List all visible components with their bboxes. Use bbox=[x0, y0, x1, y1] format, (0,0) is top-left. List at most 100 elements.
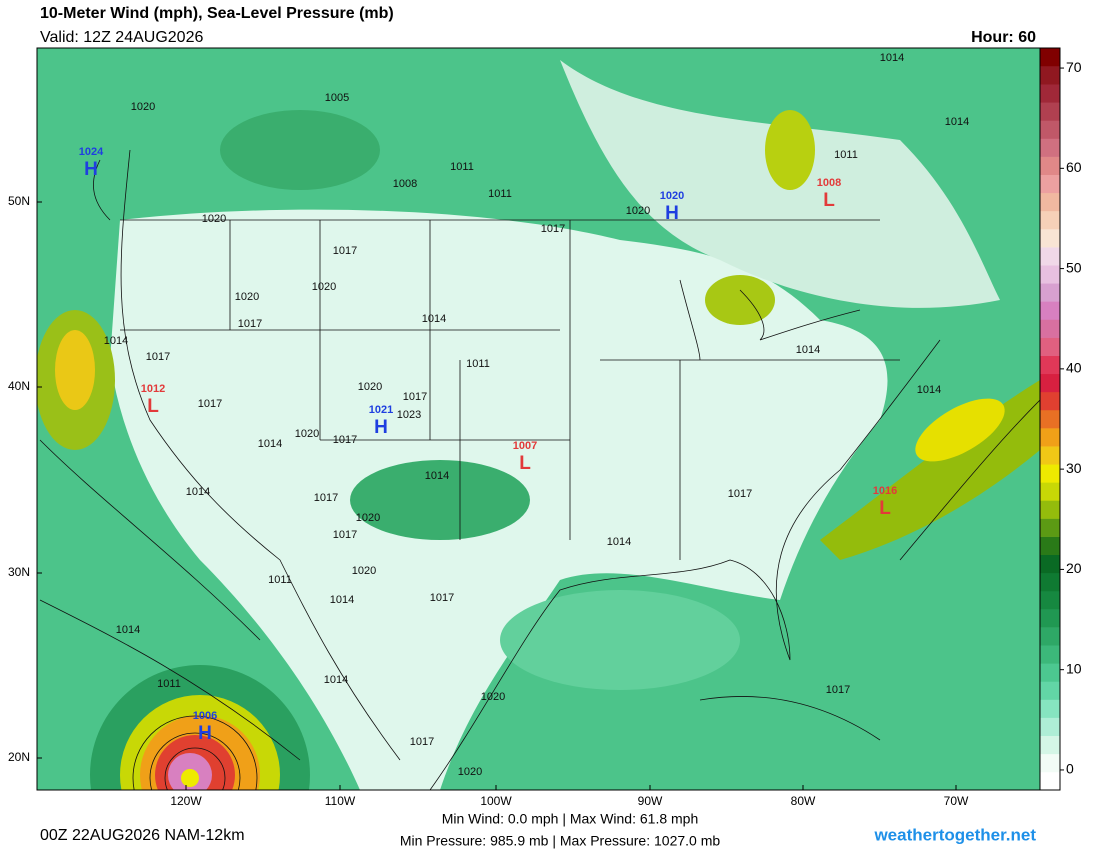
isobar-label: 1011 bbox=[268, 574, 292, 586]
colorbar-swatch bbox=[1040, 265, 1060, 284]
isobar-label: 1020 bbox=[235, 291, 259, 303]
colorbar-swatch bbox=[1040, 48, 1060, 67]
colorbar-swatch bbox=[1040, 428, 1060, 447]
isobar-label: 1011 bbox=[466, 358, 490, 370]
model-run: 00Z 22AUG2026 NAM-12km bbox=[40, 827, 245, 844]
isobar-label: 1017 bbox=[198, 398, 222, 410]
colorbar-swatch bbox=[1040, 373, 1060, 393]
colorbar-label: 30 bbox=[1066, 460, 1082, 476]
isobar-label: 1014 bbox=[796, 344, 820, 356]
isobar-label: 1020 bbox=[626, 205, 650, 217]
valid-time: Valid: 12Z 24AUG2026 bbox=[40, 29, 203, 46]
colorbar-swatch bbox=[1040, 609, 1060, 628]
longitude-label: 80W bbox=[791, 794, 816, 808]
isobar-label: 1020 bbox=[356, 512, 380, 524]
colorbar-swatch bbox=[1040, 66, 1060, 85]
colorbar-swatch bbox=[1040, 228, 1060, 248]
isobar-label: 1014 bbox=[104, 335, 128, 347]
latitude-label: 50N bbox=[8, 194, 30, 208]
longitude-label: 110W bbox=[325, 794, 356, 808]
latitude-label: 40N bbox=[8, 379, 30, 393]
colorbar-swatch bbox=[1040, 663, 1060, 682]
center-value: 1008 bbox=[817, 177, 841, 189]
center-letter: H bbox=[374, 417, 388, 438]
center-value: 1024 bbox=[79, 146, 104, 158]
isobar-label: 1017 bbox=[333, 434, 357, 446]
colorbar-swatch bbox=[1040, 681, 1060, 700]
colorbar-swatch bbox=[1040, 247, 1060, 266]
forecast-hour: Hour: 60 bbox=[971, 29, 1036, 46]
colorbar-swatch bbox=[1040, 301, 1060, 320]
isobar-label: 1005 bbox=[325, 92, 349, 104]
colorbar-swatch bbox=[1040, 627, 1060, 646]
colorbar-swatch bbox=[1040, 446, 1060, 465]
isobar-label: 1017 bbox=[728, 488, 752, 500]
longitude-label: 70W bbox=[944, 794, 969, 808]
center-letter: L bbox=[823, 190, 835, 211]
isobar-label: 1014 bbox=[880, 52, 904, 64]
pressure-range: Min Pressure: 985.9 mb | Max Pressure: 1… bbox=[400, 833, 721, 849]
colorbar-swatch bbox=[1040, 84, 1060, 103]
center-value: 1021 bbox=[369, 404, 393, 416]
colorbar-swatch bbox=[1040, 355, 1060, 375]
isobar-label: 1011 bbox=[488, 188, 512, 200]
colorbar-swatch bbox=[1040, 138, 1060, 157]
colorbar-swatch bbox=[1040, 699, 1060, 718]
site-link[interactable]: weathertogether.net bbox=[873, 825, 1036, 844]
colorbar-swatch bbox=[1040, 518, 1060, 537]
colorbar-swatch bbox=[1040, 337, 1060, 356]
colorbar-frame bbox=[1039, 47, 1061, 791]
colorbar-label: 0 bbox=[1066, 761, 1074, 777]
isobar-label: 1023 bbox=[397, 409, 421, 421]
isobar-label: 1008 bbox=[393, 178, 417, 190]
isobar-label: 1020 bbox=[312, 281, 336, 293]
colorbar-swatch bbox=[1040, 572, 1060, 592]
center-letter: H bbox=[84, 159, 98, 180]
isobar-label: 1020 bbox=[131, 101, 155, 113]
isobar-label: 1014 bbox=[258, 438, 282, 450]
colorbar-label: 10 bbox=[1066, 660, 1082, 676]
center-value: 1016 bbox=[873, 485, 897, 497]
center-value: 1020 bbox=[660, 190, 684, 202]
colorbar-swatch bbox=[1040, 554, 1060, 574]
isobar-label: 1014 bbox=[422, 313, 446, 325]
isobar-label: 1014 bbox=[186, 486, 210, 498]
isobar-label: 1011 bbox=[157, 678, 181, 690]
colorbar: 0 10 20 30 40 50 60 70 bbox=[1039, 47, 1082, 791]
colorbar-swatch bbox=[1040, 753, 1060, 773]
longitude-label: 100W bbox=[480, 794, 512, 808]
longitude-label: 90W bbox=[638, 794, 663, 808]
longitude-label: 120W bbox=[170, 794, 202, 808]
colorbar-swatch bbox=[1040, 102, 1060, 121]
latitude-label: 30N bbox=[8, 565, 30, 579]
isobar-label: 1017 bbox=[146, 351, 170, 363]
center-value: 1007 bbox=[513, 440, 537, 452]
colorbar-swatch bbox=[1040, 464, 1060, 483]
title: 10-Meter Wind (mph), Sea-Level Pressure … bbox=[40, 5, 394, 22]
colorbar-label: 70 bbox=[1066, 59, 1082, 75]
isobar-label: 1014 bbox=[425, 470, 449, 482]
isobar-label: 1017 bbox=[410, 736, 434, 748]
isobar-label: 1017 bbox=[403, 391, 427, 403]
isobar-label: 1020 bbox=[352, 565, 376, 577]
colorbar-swatch bbox=[1040, 192, 1060, 212]
colorbar-swatch bbox=[1040, 482, 1060, 501]
colorbar-swatch bbox=[1040, 319, 1060, 338]
colorbar-swatch bbox=[1040, 771, 1060, 791]
graticule-labels: 50N 40N 30N 20N 120W 110W 100W 90W 80W 70W bbox=[8, 194, 969, 808]
isobar-label: 1020 bbox=[358, 381, 382, 393]
colorbar-swatch bbox=[1040, 120, 1060, 139]
isobar-label: 1017 bbox=[430, 592, 454, 604]
center-letter: L bbox=[879, 498, 891, 519]
colorbar-swatch bbox=[1040, 210, 1060, 230]
isobar-label: 1017 bbox=[333, 529, 357, 541]
colorbar-swatch bbox=[1040, 645, 1060, 664]
colorbar-label: 40 bbox=[1066, 360, 1082, 376]
colorbar-swatch bbox=[1040, 174, 1060, 194]
colorbar-swatch bbox=[1040, 283, 1060, 302]
isobar-label: 1011 bbox=[834, 149, 858, 161]
center-letter: H bbox=[198, 723, 212, 744]
isobar-label: 1014 bbox=[917, 384, 941, 396]
center-value: 1012 bbox=[141, 383, 165, 395]
